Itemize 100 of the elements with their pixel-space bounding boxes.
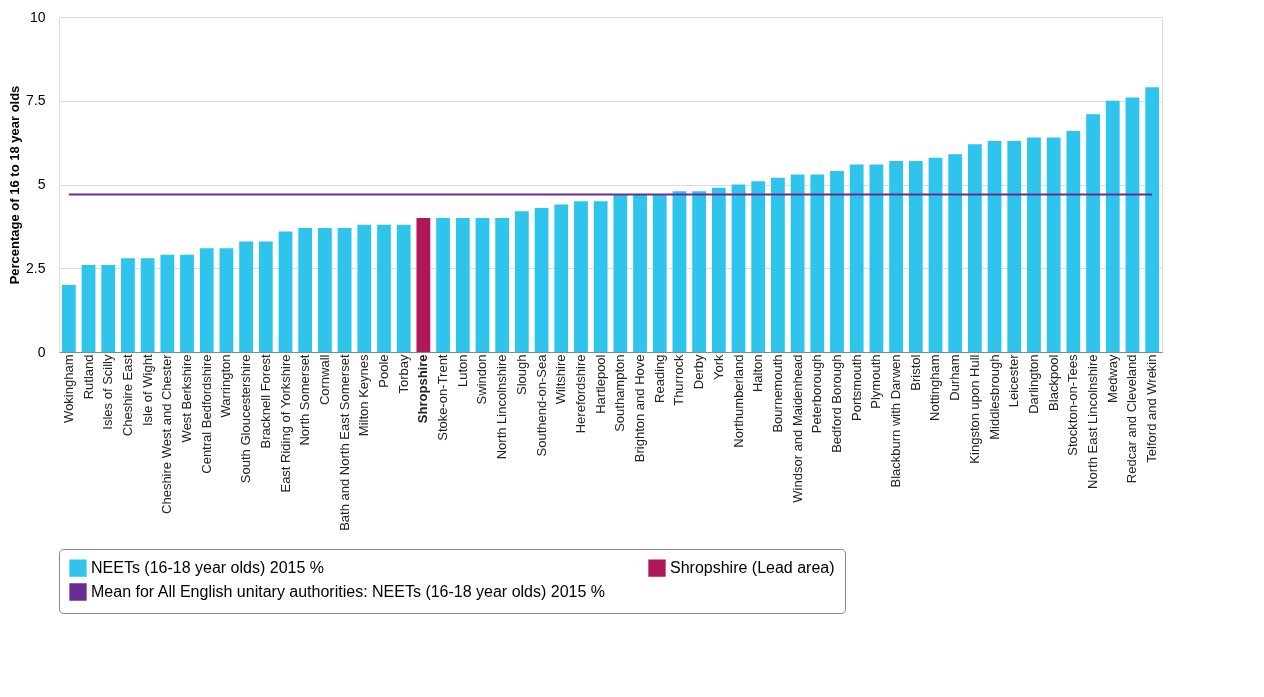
- bar: [199, 248, 214, 352]
- x-tick-label: Nottingham: [927, 354, 943, 421]
- x-tick-label: Stockton-on-Tees: [1065, 354, 1081, 456]
- bar: [140, 258, 155, 352]
- x-tick-label: Reading: [651, 354, 667, 403]
- bar: [298, 228, 313, 352]
- bar: [692, 191, 707, 352]
- x-tick-label: Halton: [750, 354, 766, 393]
- bar: [1086, 114, 1100, 352]
- bar: [810, 174, 825, 352]
- x-tick-label: Shropshire: [415, 354, 431, 424]
- bar: [593, 201, 608, 352]
- x-tick-label: Plymouth: [868, 354, 884, 409]
- bar: [987, 140, 1002, 352]
- x-tick-label: Southend-on-Sea: [533, 353, 549, 457]
- bar: [928, 157, 943, 352]
- bar: [1125, 97, 1140, 352]
- x-tick-label: Wokingham: [60, 354, 76, 423]
- x-tick-label: South Gloucestershire: [238, 354, 254, 484]
- x-tick-label: Luton: [454, 354, 470, 388]
- bar: [219, 248, 234, 352]
- x-tick-label: Swindon: [474, 354, 490, 405]
- x-tick-label: Durham: [947, 354, 963, 401]
- bar: [1007, 140, 1022, 352]
- x-tick-label: Bracknell Forest: [257, 354, 273, 449]
- x-tick-label: Stoke-on-Trent: [435, 354, 451, 441]
- y-tick-label: 5: [37, 176, 46, 192]
- bar: [1105, 100, 1120, 352]
- x-tick-label: Kingston upon Hull: [966, 354, 982, 464]
- x-tick-label: Peterborough: [809, 354, 825, 434]
- bar: [633, 194, 647, 352]
- legend-label: Mean for All English unitary authorities: NEETs (16-18 year olds) 2015 %: [91, 583, 606, 600]
- bar: [534, 207, 549, 352]
- bar: [495, 218, 510, 352]
- bar: [180, 254, 194, 352]
- bar: [61, 285, 76, 352]
- x-tick-label: Cheshire East: [119, 354, 135, 437]
- bar: [337, 228, 352, 352]
- x-tick-label: Warrington: [218, 354, 234, 418]
- bar: [416, 218, 431, 352]
- x-tick-label: Darlington: [1025, 354, 1041, 414]
- x-tick-label: Telford and Wrekin: [1144, 354, 1160, 463]
- x-tick-label: North Lincolnshire: [494, 354, 510, 460]
- bar: [830, 171, 844, 352]
- bar: [436, 218, 450, 352]
- bar: [948, 154, 963, 352]
- x-tick-label: Poole: [375, 354, 391, 388]
- bar: [377, 224, 391, 352]
- x-tick-label: Cornwall: [316, 354, 332, 406]
- bar: [554, 204, 569, 352]
- x-tick-label: York: [710, 354, 726, 381]
- x-tick-label: Middlesbrough: [986, 354, 1002, 440]
- bar: [1145, 87, 1160, 352]
- x-tick-label: Wiltshire: [553, 354, 569, 405]
- bar: [790, 174, 805, 352]
- bar: [869, 164, 884, 352]
- x-tick-label: East Riding of Yorkshire: [277, 354, 293, 493]
- bar: [258, 241, 273, 352]
- x-tick-label: Windsor and Maidenhead: [789, 354, 805, 503]
- bar: [731, 184, 746, 352]
- bar: [889, 161, 903, 352]
- x-tick-label: Portsmouth: [848, 354, 864, 421]
- bar: [1066, 130, 1081, 352]
- x-tick-label: Bath and North East Somerset: [336, 354, 352, 531]
- bar: [652, 194, 667, 352]
- x-tick-label: Northumberland: [730, 354, 746, 448]
- x-tick-label: Torbay: [395, 354, 411, 394]
- x-tick-label: Leicester: [1006, 353, 1022, 408]
- x-tick-label: Hartlepool: [592, 354, 608, 414]
- x-tick-label: Central Bedfordshire: [198, 354, 214, 474]
- bar: [101, 264, 116, 352]
- bar: [396, 224, 411, 352]
- bar: [121, 258, 135, 352]
- bar: [613, 194, 628, 352]
- y-tick-label: 0: [37, 343, 46, 360]
- bar: [1046, 137, 1061, 352]
- x-tick-label: Bedford Borough: [829, 354, 845, 453]
- legend-label: Shropshire (Lead area): [670, 559, 835, 577]
- x-tick-label: Herefordshire: [572, 354, 588, 434]
- x-tick-label: Slough: [513, 354, 529, 395]
- x-tick-label: North Somerset: [297, 354, 313, 446]
- x-tick-label: Cheshire West and Chester: [159, 353, 175, 514]
- x-tick-label: Rutland: [80, 354, 96, 400]
- x-tick-label: North East Lincolnshire: [1085, 354, 1101, 489]
- x-tick-label: Milton Keynes: [356, 354, 372, 437]
- x-tick-label: Thurrock: [671, 354, 687, 406]
- bar: [357, 224, 372, 352]
- x-tick-label: Isles of Scilly: [100, 354, 116, 430]
- x-tick-label: West Berkshire: [179, 354, 195, 443]
- bar: [967, 144, 982, 352]
- y-axis-title: Percentage of 16 to 18 year olds: [7, 85, 23, 285]
- bar: [160, 254, 175, 352]
- bar: [711, 187, 726, 352]
- bar: [455, 218, 470, 352]
- bar: [81, 264, 96, 352]
- bar: [574, 201, 588, 352]
- bar: [751, 181, 766, 352]
- x-tick-label: Brighton and Hove: [632, 354, 648, 463]
- x-tick-label: Southampton: [612, 354, 628, 432]
- x-tick-label: Redcar and Cleveland: [1124, 354, 1140, 484]
